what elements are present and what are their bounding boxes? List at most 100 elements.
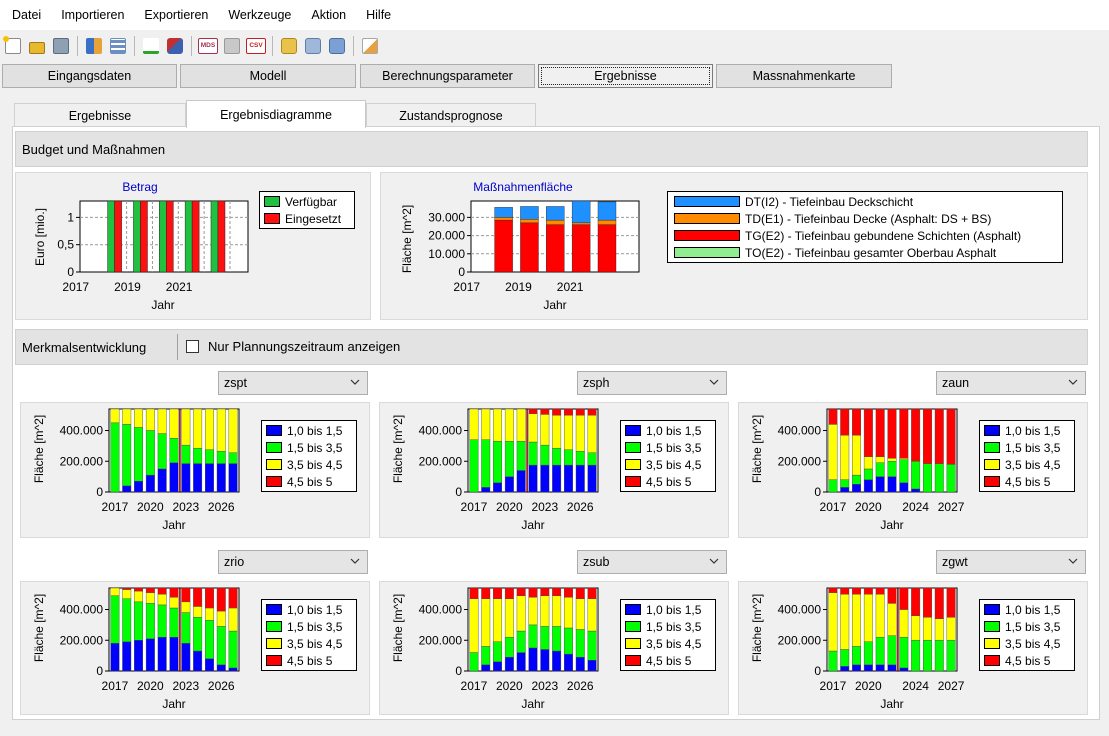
menu-exportieren[interactable]: Exportieren <box>144 8 209 22</box>
x-tick-label: 2021 <box>166 280 193 294</box>
menu-aktion[interactable]: Aktion <box>311 8 347 22</box>
bar-segment <box>110 408 120 424</box>
zaun-dropdown[interactable]: zaun <box>936 371 1086 395</box>
bar-segment <box>587 598 597 632</box>
bar-segment <box>840 487 850 493</box>
massnahmenkarte-button[interactable]: Massnahmenkarte <box>716 64 892 88</box>
bar-segment <box>587 587 597 599</box>
legend-swatch <box>625 425 641 436</box>
eingangsdaten-button[interactable]: Eingangsdaten <box>2 64 177 88</box>
bar-segment <box>863 468 873 480</box>
y-tick-label: 200.000 <box>419 633 463 647</box>
users-button[interactable] <box>83 35 105 57</box>
legend-label: 3,5 bis 4,5 <box>646 636 702 651</box>
berechnungsparameter-button[interactable]: Berechnungsparameter <box>360 64 535 88</box>
bar-segment <box>852 646 861 666</box>
edit-note-button[interactable] <box>359 35 381 57</box>
bar-segment <box>469 587 479 599</box>
bar-segment <box>887 587 897 604</box>
bar-segment <box>934 463 944 493</box>
open-button[interactable] <box>26 35 48 57</box>
budget-legend: Verfügbar Eingesetzt <box>259 191 355 229</box>
bar-segment <box>494 219 513 273</box>
chevron-down-icon <box>1068 558 1078 564</box>
legend-item: 1,5 bis 3,5 <box>262 439 356 456</box>
bar-segment <box>145 603 155 639</box>
y-axis-label: Fläche [m^2] <box>750 415 764 483</box>
bar-segment <box>887 408 897 459</box>
table-button[interactable] <box>107 35 129 57</box>
menu-importieren[interactable]: Importieren <box>61 8 125 22</box>
legend-label: 1,5 bis 3,5 <box>646 440 702 455</box>
menu-datei[interactable]: Datei <box>12 8 42 22</box>
menu-hilfe[interactable]: Hilfe <box>366 8 392 22</box>
tab-ergebnisdiagramme[interactable]: Ergebnisdiagramme <box>186 100 366 128</box>
y-tick-label: 200.000 <box>778 633 822 647</box>
bar-segment <box>863 479 873 493</box>
database-export-button[interactable] <box>326 35 348 57</box>
menu-werkzeuge[interactable]: Werkzeuge <box>228 8 292 22</box>
legend-swatch <box>266 621 282 632</box>
bar-segment <box>481 598 491 647</box>
bar-segment <box>216 408 226 452</box>
bar-segment <box>516 652 526 672</box>
legend-swatch <box>984 655 1000 666</box>
zsub-dropdown[interactable]: zsub <box>577 550 727 574</box>
y-tick-label: 200.000 <box>60 633 104 647</box>
tab-ergebnisse[interactable]: Ergebnisse <box>14 103 186 127</box>
toolbar-separator <box>77 36 78 56</box>
database-search-button[interactable] <box>302 35 324 57</box>
bar-segment <box>134 481 143 493</box>
new-file-button[interactable] <box>2 35 24 57</box>
zgwt-dropdown[interactable]: zgwt <box>936 550 1086 574</box>
save-button[interactable] <box>50 35 72 57</box>
legend-swatch-tg <box>674 230 740 241</box>
bar-segment <box>528 408 538 414</box>
x-tick-label: 2020 <box>137 500 164 514</box>
y-axis-label: Euro [mio.] <box>33 208 47 266</box>
bar-segment <box>193 408 203 449</box>
legend-swatch <box>984 442 1000 453</box>
export-gray-button[interactable] <box>221 35 243 57</box>
x-tick-label: 2019 <box>114 280 141 294</box>
x-tick-label: 2017 <box>820 500 847 514</box>
bar-segment <box>875 408 885 457</box>
toolbar-separator <box>191 36 192 56</box>
zsph-dropdown[interactable]: zsph <box>577 371 727 395</box>
database-import-button[interactable] <box>278 35 300 57</box>
zsub-chart: 0 200.000 400.000 2017 2020 2023 2026 Jahr Fläch… <box>391 587 599 711</box>
bar-segment <box>571 224 591 273</box>
bar-verfuegbar <box>210 200 219 273</box>
tab-ergebnisse-label: Ergebnisse <box>68 108 132 123</box>
zrio-dropdown-value: zrio <box>224 555 245 569</box>
tools-button[interactable] <box>164 35 186 57</box>
bar-segment <box>181 408 191 446</box>
tab-zustandsprognose[interactable]: Zustandsprognose <box>366 103 536 127</box>
users-icon <box>86 38 102 54</box>
y-tick-label: 0 <box>814 485 821 499</box>
bar-segment <box>571 200 591 224</box>
legend-item: 3,5 bis 4,5 <box>980 456 1074 473</box>
legend-item: 1,5 bis 3,5 <box>262 618 356 635</box>
csv-button[interactable]: CSV <box>245 35 267 57</box>
zrio-dropdown[interactable]: zrio <box>218 550 368 574</box>
y-tick-label: 0,5 <box>57 238 74 252</box>
legend-swatch-dt <box>674 196 740 207</box>
spellcheck-button[interactable] <box>140 35 162 57</box>
legend-item: 1,0 bis 1,5 <box>621 422 715 439</box>
ergebnisse-button[interactable]: Ergebnisse <box>538 64 713 88</box>
bar-segment <box>852 664 861 672</box>
zsph-dropdown-value: zsph <box>583 376 610 390</box>
mds-button[interactable]: MDS <box>197 35 219 57</box>
bar-segment <box>587 452 597 466</box>
modell-button[interactable]: Modell <box>180 64 356 88</box>
bar-segment <box>228 630 238 669</box>
nur-plannungszeitraum-label[interactable]: Nur Plannungszeitraum anzeigen <box>208 339 401 354</box>
nur-plannungszeitraum-checkbox[interactable] <box>186 340 199 353</box>
legend-swatch <box>984 425 1000 436</box>
bar-segment <box>516 587 526 596</box>
zspt-legend: 1,0 bis 1,5 1,5 bis 3,5 3,5 bis 4,5 4,5 bis… <box>261 420 357 492</box>
zspt-dropdown[interactable]: zspt <box>218 371 368 395</box>
toolbar: MDS CSV <box>0 32 1109 60</box>
legend-label: 3,5 bis 4,5 <box>646 457 702 472</box>
